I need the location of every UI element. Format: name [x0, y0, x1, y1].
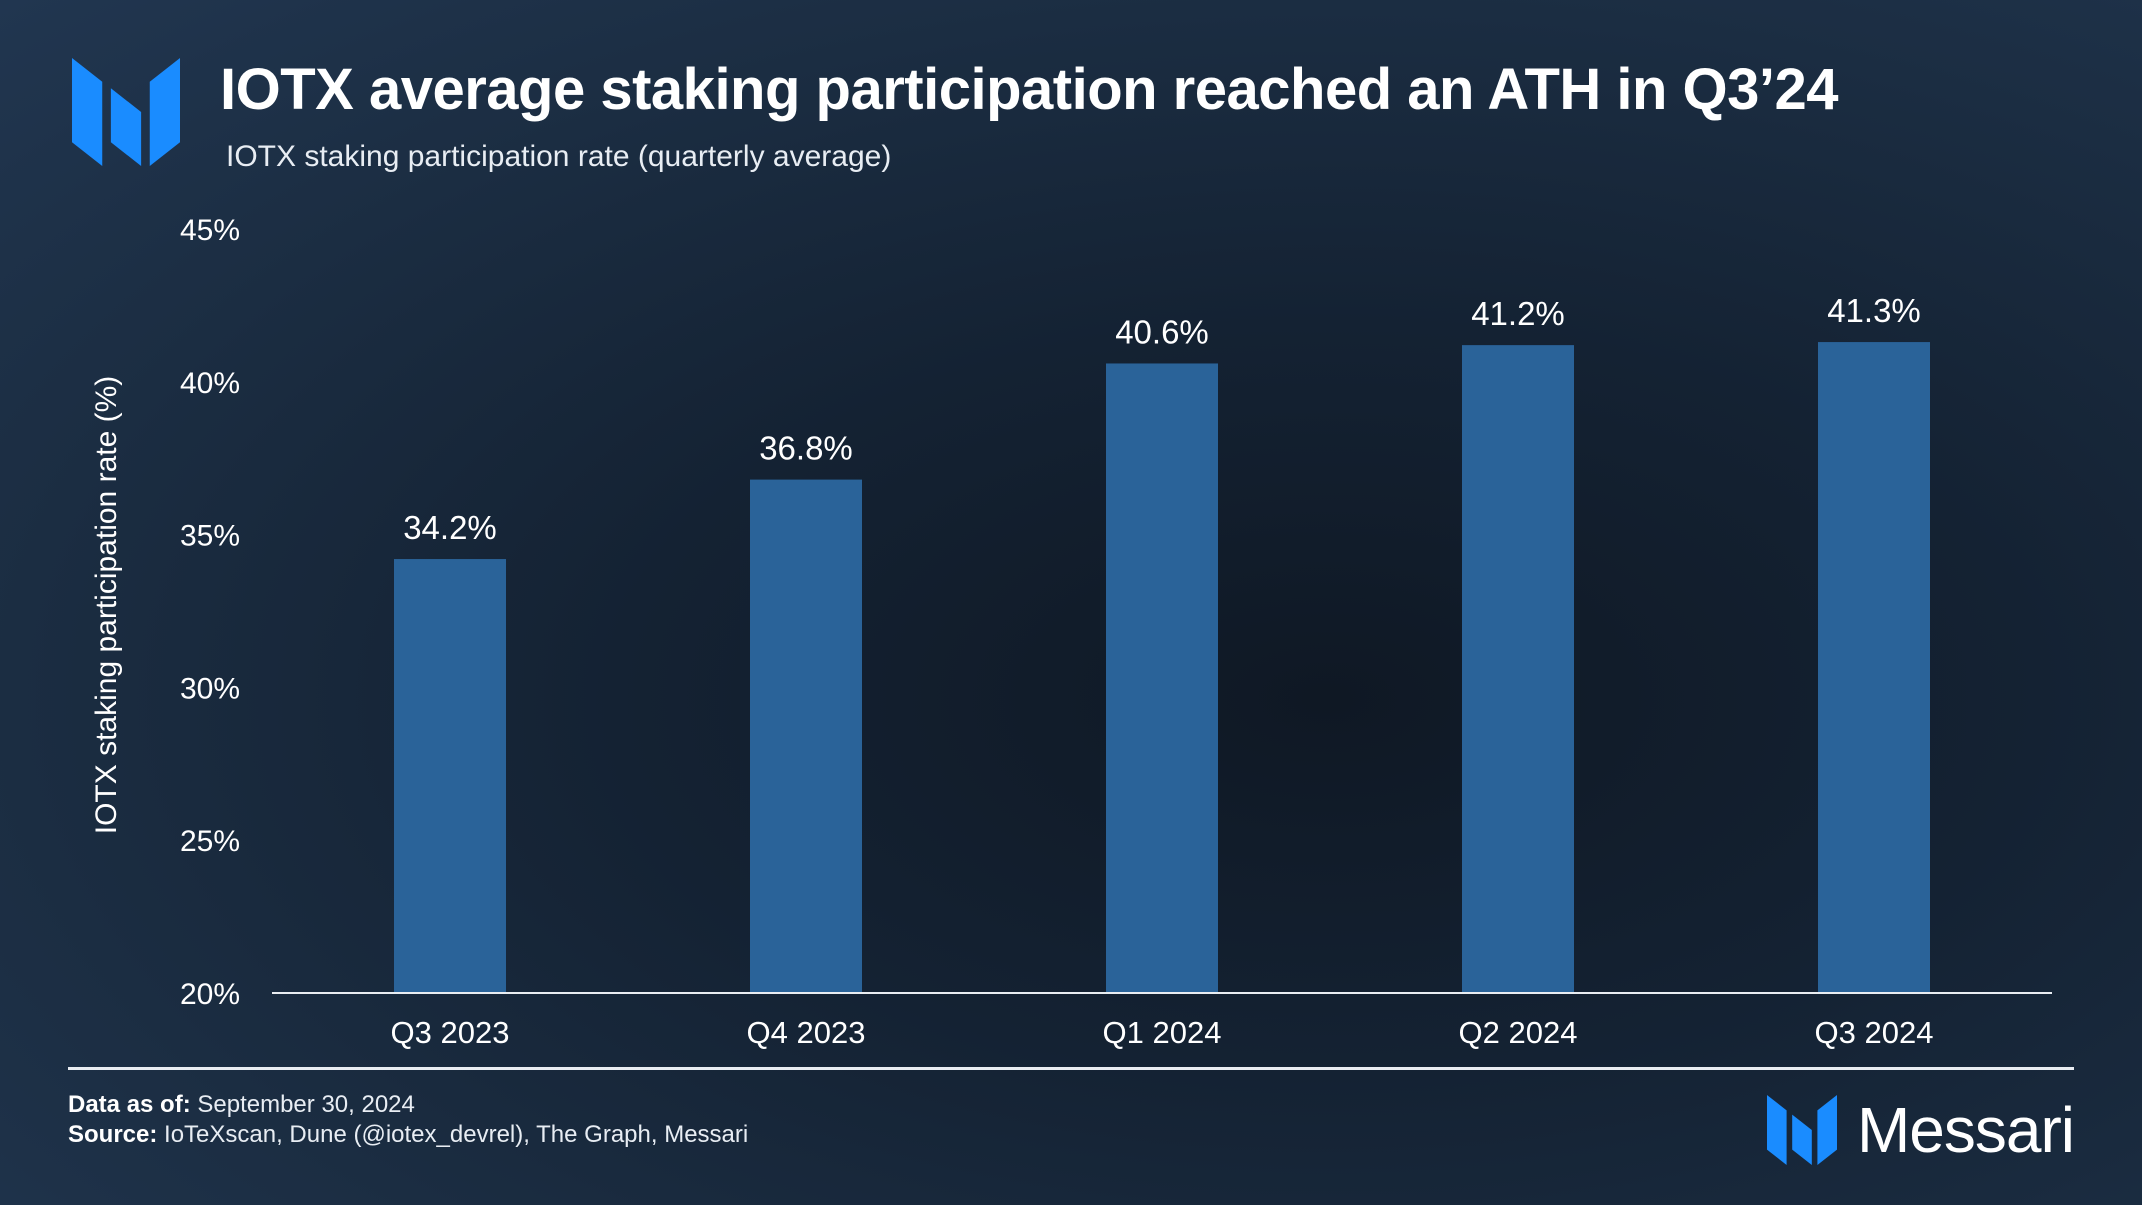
x-axis-ticks: Q3 2023 Q4 2023 Q1 2024 Q2 2024 Q3 2024 [391, 1015, 1934, 1050]
bar [394, 559, 506, 993]
x-tick-label: Q4 2023 [747, 1015, 866, 1050]
footer-notes: Data as of: September 30, 2024 Source: I… [68, 1090, 748, 1150]
bar-chart: 20% 25% 30% 35% 40% 45% 34.2% 36.8% 40.6% 41.2% 4… [90, 214, 2052, 1050]
data-label: 41.2% [1471, 295, 1565, 332]
data-labels: 34.2% 36.8% 40.6% 41.2% 41.3% [403, 292, 1921, 546]
messari-logo-icon [72, 58, 180, 166]
y-tick-label: 20% [180, 978, 240, 1011]
page-subtitle: IOTX staking participation rate (quarter… [226, 140, 892, 173]
bars [394, 342, 1930, 993]
bar [1818, 342, 1930, 993]
bar [750, 479, 862, 993]
y-tick-label: 45% [180, 214, 240, 247]
x-tick-label: Q2 2024 [1459, 1015, 1578, 1050]
y-axis-label: IOTX staking participation rate (%) [90, 376, 123, 835]
y-tick-label: 40% [180, 367, 240, 400]
y-axis-ticks: 20% 25% 30% 35% 40% 45% [180, 214, 240, 1011]
x-tick-label: Q3 2023 [391, 1015, 510, 1050]
source-value: IoTeXscan, Dune (@iotex_devrel), The Gra… [164, 1121, 749, 1148]
source-line: Source: IoTeXscan, Dune (@iotex_devrel),… [68, 1120, 748, 1150]
data-as-of: Data as of: September 30, 2024 [68, 1090, 748, 1120]
data-label: 41.3% [1827, 292, 1921, 329]
x-tick-label: Q3 2024 [1815, 1015, 1934, 1050]
source-label: Source: [68, 1121, 158, 1148]
bar [1106, 363, 1218, 993]
brand-name: Messari [1856, 1094, 2075, 1166]
data-as-of-value: September 30, 2024 [197, 1091, 415, 1118]
y-tick-label: 35% [180, 520, 240, 553]
data-label: 34.2% [403, 509, 497, 546]
messari-brand-icon [1766, 1095, 1837, 1165]
footer-divider [68, 1067, 2074, 1070]
data-label: 40.6% [1115, 313, 1209, 350]
x-tick-label: Q1 2024 [1103, 1015, 1222, 1050]
data-label: 36.8% [759, 430, 853, 467]
brand-logo: Messari [1766, 1094, 2075, 1166]
data-as-of-label: Data as of: [68, 1091, 191, 1118]
y-tick-label: 25% [180, 825, 240, 858]
y-tick-label: 30% [180, 672, 240, 705]
bar [1462, 345, 1574, 993]
page-title: IOTX average staking participation reach… [220, 57, 1839, 122]
